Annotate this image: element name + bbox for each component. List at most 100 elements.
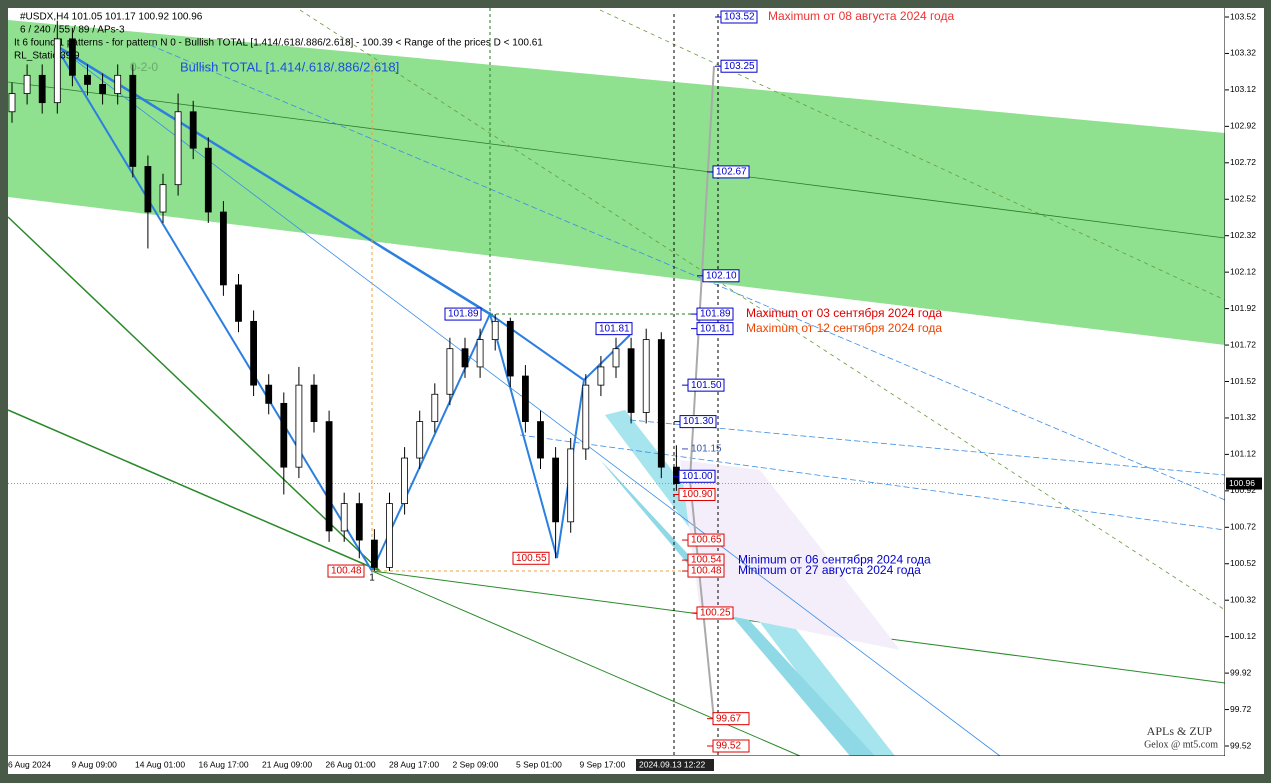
candle-body — [99, 84, 106, 94]
level-box — [696, 322, 734, 336]
level-label: 101.81 — [700, 323, 731, 334]
level-label: 101.30 — [683, 416, 714, 427]
candle-body — [552, 457, 559, 523]
point-box — [595, 322, 633, 336]
y-tick-label: 99.72 — [1230, 704, 1252, 714]
candle-body — [250, 320, 258, 386]
candle-body — [657, 339, 665, 468]
band-mid — [7, 81, 1226, 239]
level-label: 100.48 — [691, 566, 722, 577]
y-tick-label: 103.32 — [1230, 48, 1256, 58]
level-label: 99.52 — [716, 741, 741, 752]
candle-body — [386, 503, 393, 568]
candle-body — [310, 384, 318, 422]
candle-body — [401, 457, 409, 505]
pattern-title: Bullish TOTAL [1.414/.618/.886/2.618] — [180, 59, 399, 74]
x-tick-label: 14 Aug 01:00 — [135, 759, 185, 769]
candle-body — [204, 147, 212, 213]
fib-line — [519, 434, 1226, 531]
y-tick-label: 101.32 — [1230, 412, 1256, 422]
candle-body — [370, 539, 378, 568]
x-tick-label: 16 Aug 17:00 — [199, 759, 249, 769]
level-box — [687, 533, 725, 547]
candle-body — [84, 74, 91, 85]
level-box — [712, 712, 750, 726]
candle-body — [627, 348, 635, 413]
watermark: APLs & ZUP — [1147, 724, 1213, 738]
y-tick-label: 99.92 — [1230, 667, 1252, 677]
watermark: Gelox @ mt5.com — [1144, 739, 1218, 750]
level-box — [702, 269, 740, 283]
level-box — [712, 739, 750, 753]
x-tick-label: 6 Aug 2024 — [8, 759, 51, 769]
fib-line — [629, 419, 1226, 476]
candle-body — [159, 184, 167, 213]
y-tick-label: 101.12 — [1230, 449, 1256, 459]
level-label: 101.15 — [691, 444, 722, 455]
y-tick-label: 100.52 — [1230, 558, 1256, 568]
candle-body — [355, 503, 363, 541]
level-box — [720, 10, 758, 24]
y-tick-label: 100.92 — [1230, 485, 1256, 495]
level-label: 100.65 — [691, 535, 722, 546]
candle-body — [461, 348, 469, 368]
candle-body — [189, 111, 197, 149]
level-label: 100.54 — [691, 555, 722, 566]
level-box — [687, 378, 725, 392]
level-label: 101.00 — [682, 471, 713, 482]
y-tick-label: 102.72 — [1230, 157, 1256, 167]
candle-body — [446, 348, 454, 395]
cursor-label: 2024.09.13 12:22 — [639, 759, 705, 769]
candle-body — [8, 93, 16, 113]
point-label: 101.81 — [599, 323, 630, 334]
point-box — [444, 307, 482, 321]
point-box — [512, 551, 550, 565]
level-box — [679, 415, 717, 429]
header: It 6 found 1 patterns - for pattern N 0 … — [14, 38, 543, 49]
candle-body — [325, 421, 333, 532]
candle-body — [597, 366, 605, 386]
x-tick-label: 2 Sep 09:00 — [453, 759, 499, 769]
candle-body — [219, 211, 227, 286]
level-box — [696, 606, 734, 620]
fib-line — [149, 44, 1226, 501]
level-label: 102.10 — [706, 270, 737, 281]
y-tick-label: 103.12 — [1230, 84, 1256, 94]
y-tick-label: 102.32 — [1230, 230, 1256, 240]
candle-body — [129, 74, 137, 167]
point-label: 100.48 — [331, 566, 362, 577]
candle-body — [416, 421, 424, 459]
candle-body — [340, 503, 348, 532]
x-tick-label: 28 Aug 17:00 — [389, 759, 439, 769]
level-box — [687, 564, 725, 578]
zone — [680, 460, 900, 650]
candle-body — [431, 393, 439, 422]
axis-bg — [1225, 8, 1264, 774]
projection — [689, 479, 715, 721]
level-box — [696, 307, 734, 321]
candle-body — [144, 166, 152, 213]
point-label: 101.89 — [448, 309, 479, 320]
trend-line — [7, 409, 381, 572]
candle-body — [567, 448, 575, 523]
header: RL_Static 39.9 — [14, 51, 80, 62]
y-tick-label: 100.32 — [1230, 594, 1256, 604]
point-box — [327, 564, 365, 578]
candle-body — [114, 74, 122, 94]
level-label: 100.90 — [682, 489, 713, 500]
candle-body — [235, 284, 242, 322]
projection — [689, 65, 715, 481]
candle-body — [53, 38, 61, 104]
candle-body — [174, 111, 182, 186]
x-tick-label: 21 Aug 09:00 — [262, 759, 312, 769]
candle-body — [582, 384, 590, 450]
green-band — [8, 20, 1225, 345]
candle-body — [265, 384, 273, 404]
y-tick-label: 100.12 — [1230, 631, 1256, 641]
y-tick-label: 101.92 — [1230, 303, 1256, 313]
note: Minimum от 06 сентября 2024 года — [738, 552, 931, 566]
y-tick-label: 102.12 — [1230, 266, 1256, 276]
level-label: 103.25 — [724, 61, 755, 72]
pattern-line — [489, 313, 585, 381]
